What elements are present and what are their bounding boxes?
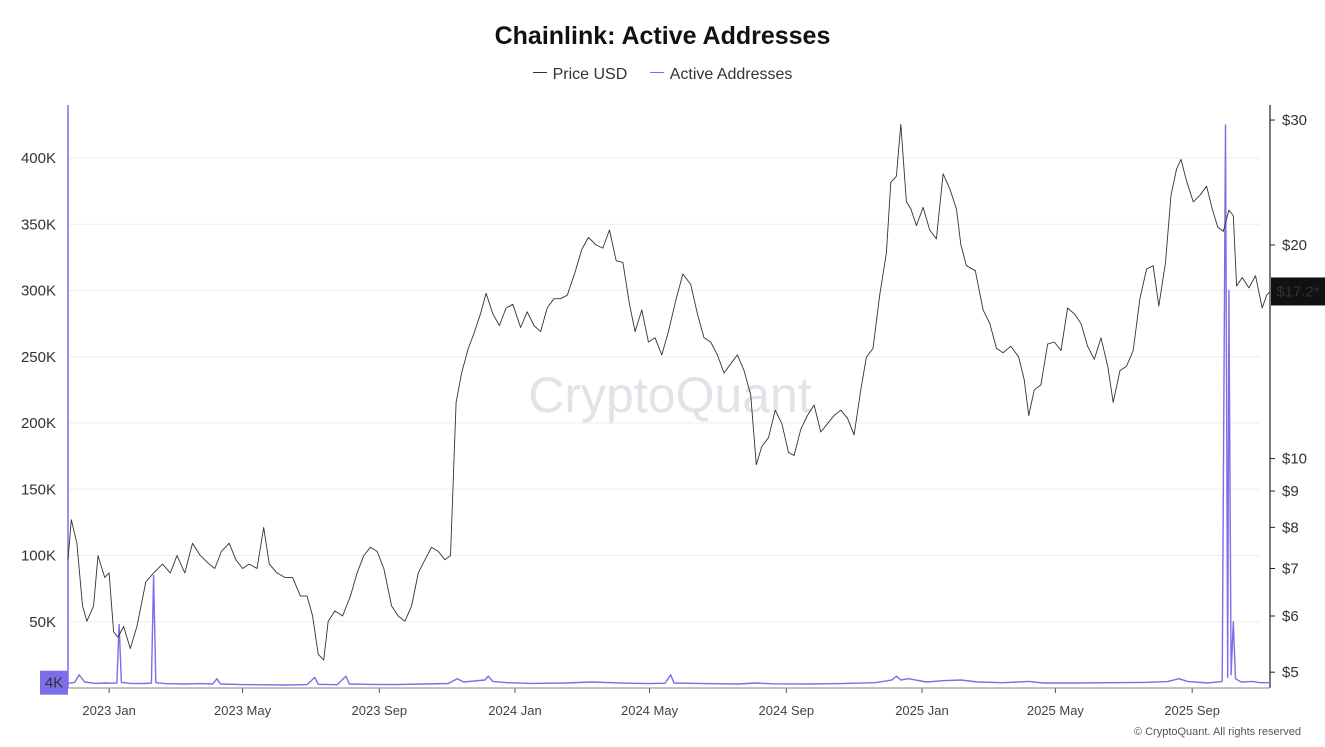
series-lines [67, 123, 1271, 686]
y-left-tick-label: 150K [21, 481, 56, 498]
y-left-tick-label: 200K [21, 415, 56, 432]
y-right-tick-label: $7 [1282, 561, 1299, 578]
y-left-tick-label: 300K [21, 283, 56, 300]
x-tick-label: 2025 May [1027, 703, 1085, 718]
grid-lines [68, 157, 1260, 623]
y-left-tick-label: 100K [21, 548, 56, 565]
y-left-tick-label: 400K [21, 150, 56, 167]
price-usd-line [67, 123, 1271, 661]
legend-item-price[interactable]: Price USD [532, 66, 628, 84]
current-active-addresses-label: 4K [45, 675, 63, 692]
y-right-tick-label: $20 [1282, 237, 1307, 254]
legend-label-active-addresses: Active Addresses [669, 66, 793, 83]
x-tick-label: 2025 Jan [895, 703, 949, 718]
chart-title: Chainlink: Active Addresses [494, 22, 831, 50]
axes [67, 105, 1275, 693]
y-left-tick-label: 350K [21, 216, 56, 233]
y-right-tick-label: $30 [1282, 112, 1307, 129]
copyright-notice: © CryptoQuant. All rights reserved [1133, 726, 1301, 738]
y-right-tick-label: $9 [1282, 483, 1299, 500]
y-right-tick-label: $5 [1282, 664, 1299, 681]
x-tick-label: 2024 Jan [488, 703, 542, 718]
y-left-tick-label: 50K [29, 614, 56, 631]
watermark: CryptoQuant [528, 367, 812, 423]
x-tick-label: 2024 Sep [758, 703, 814, 718]
current-active-addresses-badge [40, 670, 68, 695]
y-left-tick-label: 250K [21, 349, 56, 366]
x-tick-label: 2023 May [214, 703, 272, 718]
legend-item-active-addresses[interactable]: Active Addresses [649, 66, 793, 84]
y-right-tick-label: $6 [1282, 608, 1299, 625]
legend-label-price: Price USD [552, 66, 628, 83]
legend-swatch-price [532, 72, 547, 74]
x-tick-label: 2024 May [621, 703, 679, 718]
x-tick-label: 2023 Jan [82, 703, 136, 718]
x-tick-label: 2023 Sep [352, 703, 408, 718]
legend-swatch-active-addresses [649, 72, 664, 74]
y-right-tick-label: $8 [1282, 519, 1299, 536]
active-addresses-line [67, 124, 1270, 686]
x-tick-label: 2025 Sep [1164, 703, 1220, 718]
y-right-tick-label: $10 [1282, 451, 1307, 468]
current-price-badge [1271, 277, 1325, 306]
legend: Price USD Active Addresses [0, 66, 1325, 84]
current-price-label: $17.2* [1276, 283, 1320, 300]
axis-labels: 50K 100K 150K 200K 250K 300K 350K 400K $5 $6 $7 $8 $… [21, 112, 1325, 718]
